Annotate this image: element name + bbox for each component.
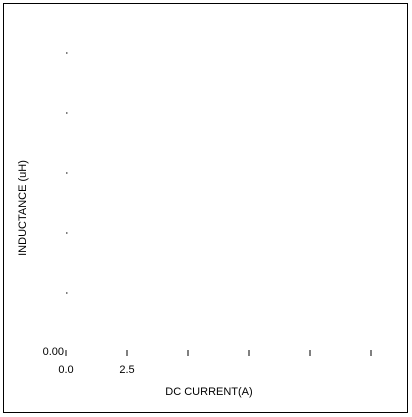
y-tick-label: 0.00 (43, 346, 64, 358)
chart-frame (3, 3, 408, 413)
y-axis-ticks (66, 52, 68, 294)
y-axis-label: INDUCTANCE (uH) (17, 160, 29, 256)
x-tick-label: 0.0 (58, 364, 73, 376)
tick-labels: 0.0 2.5 0.00 (43, 346, 135, 376)
x-tick-label: 2.5 (119, 364, 134, 376)
x-axis-ticks (65, 350, 372, 356)
x-axis-label: DC CURRENT(A) (165, 386, 252, 398)
